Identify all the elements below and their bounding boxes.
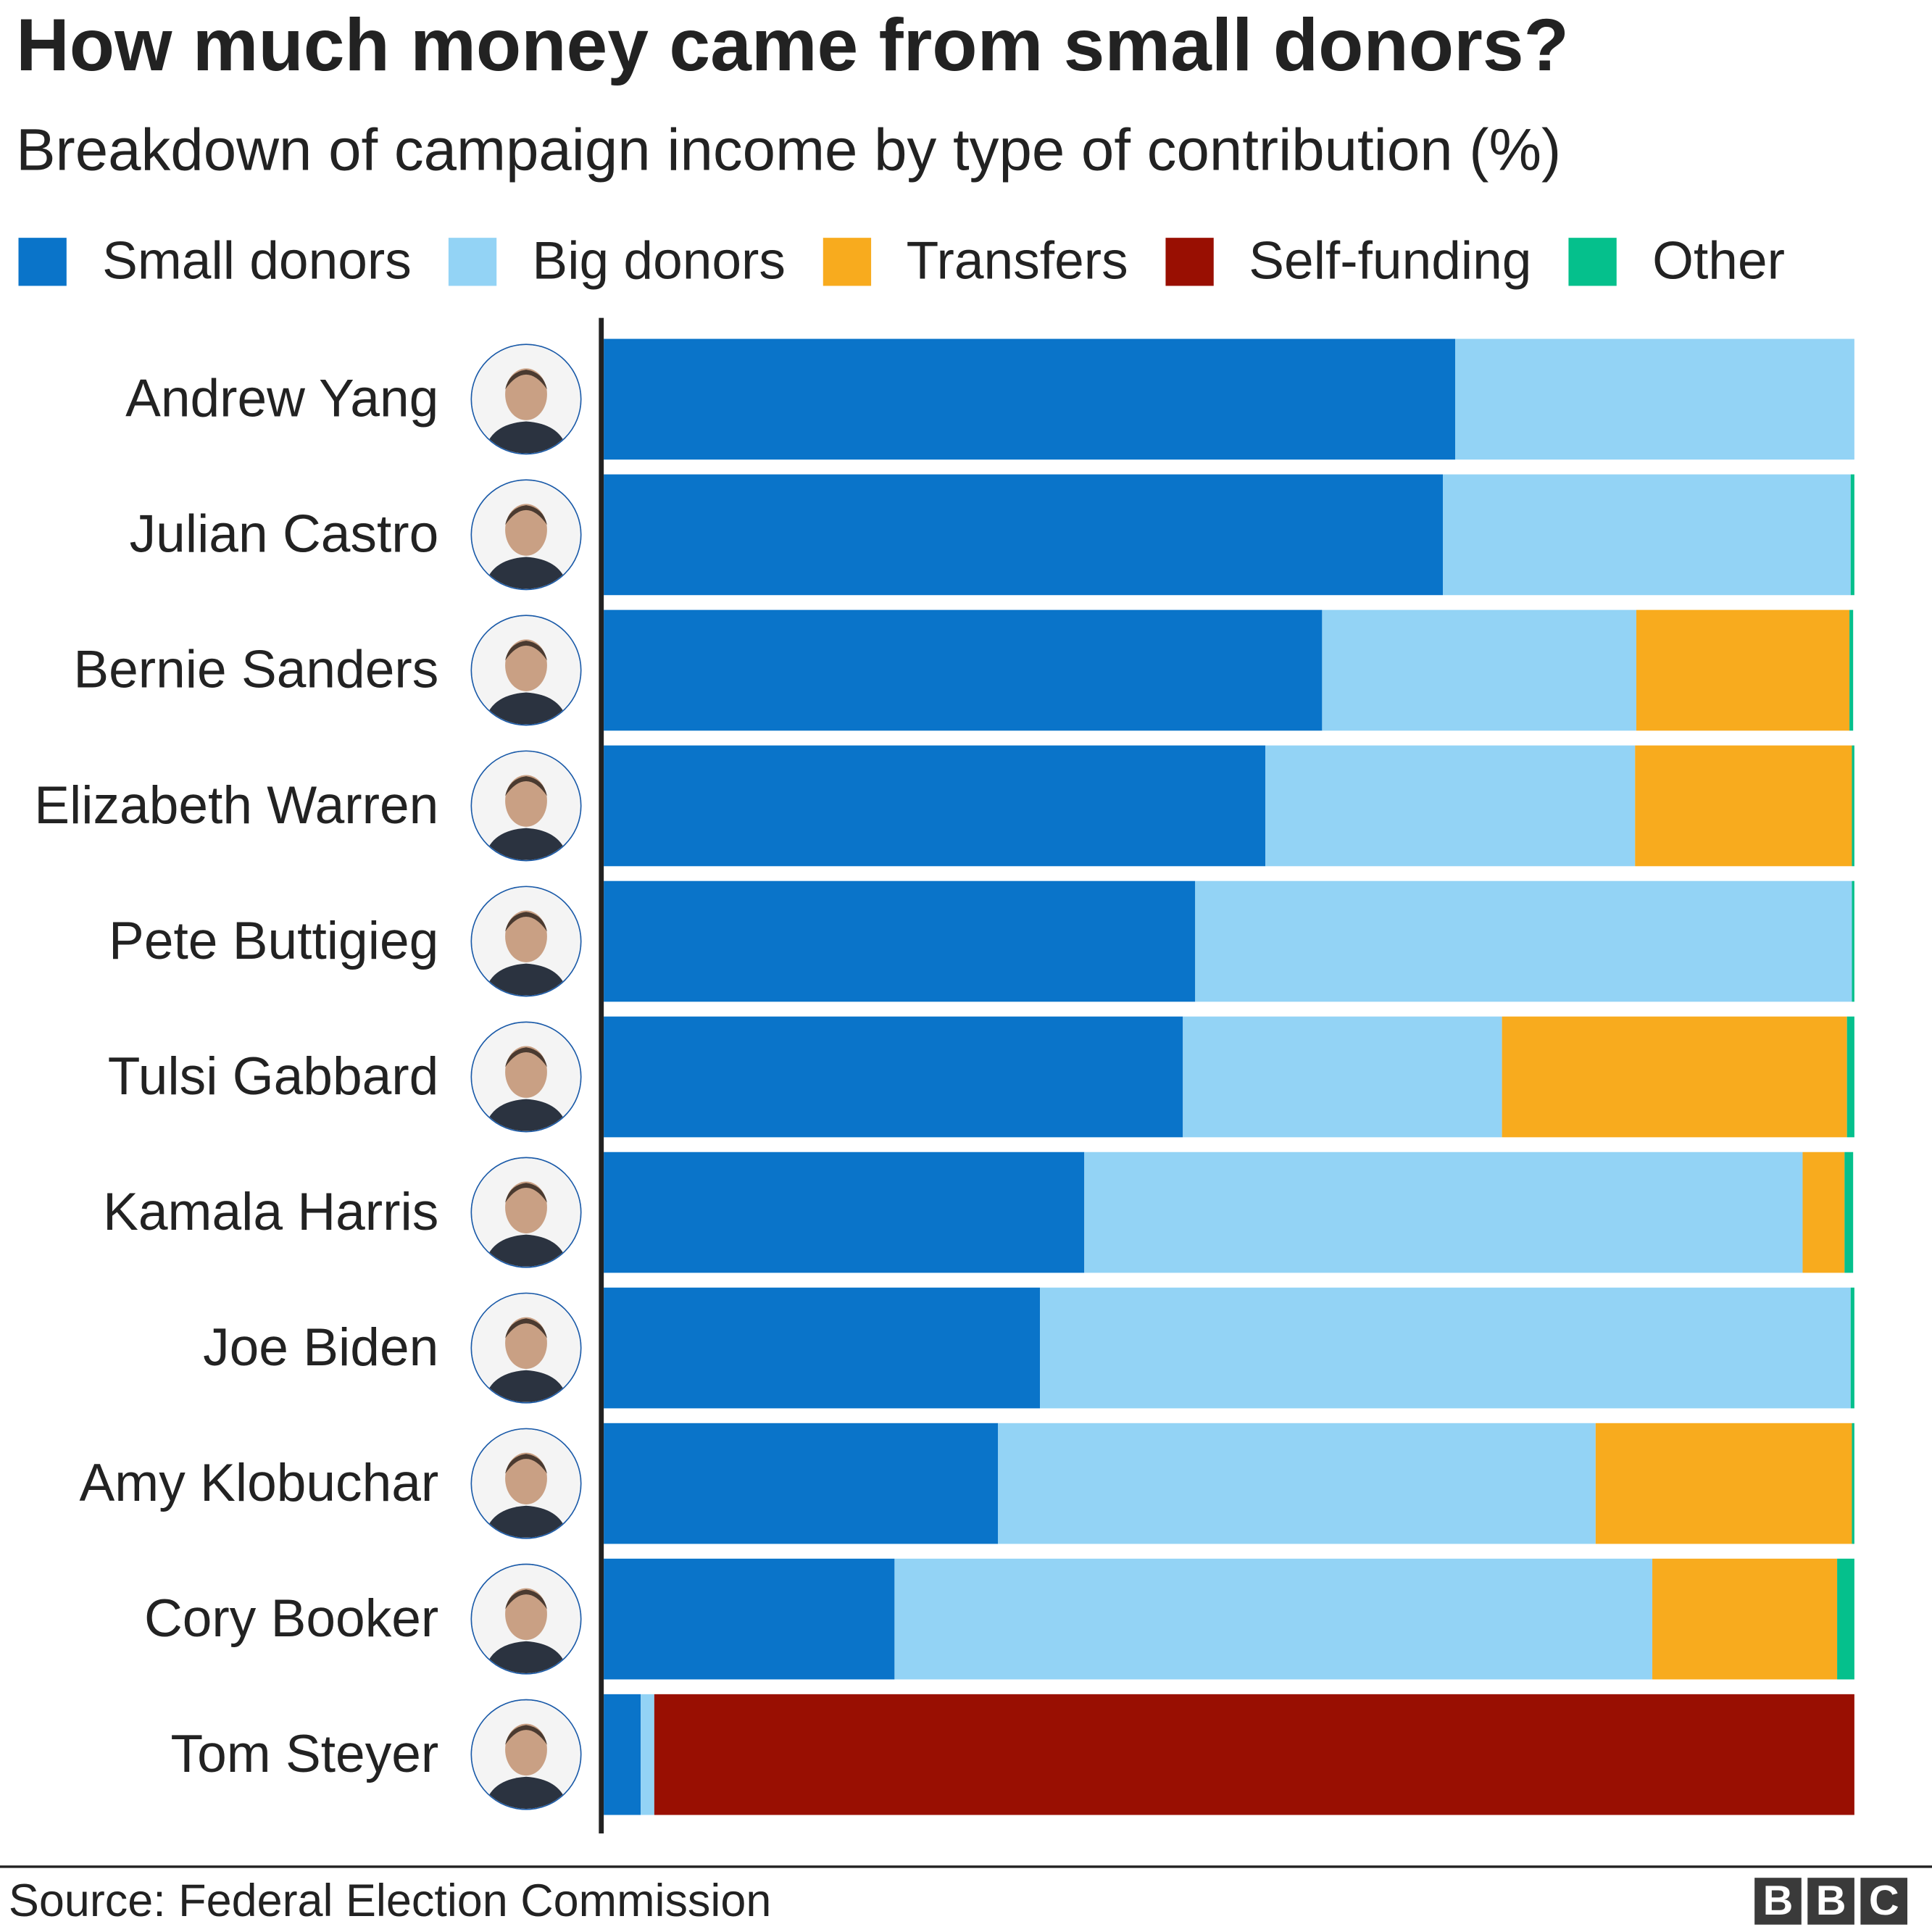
chart-subtitle: Breakdown of campaign income by type of … xyxy=(16,118,1562,184)
bar-segment-other xyxy=(1852,745,1854,867)
stacked-bar xyxy=(604,1152,1854,1273)
bar-segment-other xyxy=(1852,1423,1854,1544)
bar-segment-other xyxy=(1849,609,1854,731)
bar-segment-big-donors xyxy=(997,1423,1596,1544)
bar-segment-other xyxy=(1836,1558,1854,1680)
stacked-bar xyxy=(604,745,1854,867)
bar-segment-big-donors xyxy=(1265,745,1636,867)
bar-segment-other xyxy=(1850,1287,1854,1409)
bar-segment-self-funding xyxy=(654,1694,1854,1815)
bar-segment-big-donors xyxy=(1321,609,1637,731)
stacked-bar xyxy=(604,1287,1854,1409)
legend-item: Transfers xyxy=(822,231,1128,292)
candidate-photo-icon xyxy=(470,1021,582,1133)
chart-title: How much money came from small donors? xyxy=(16,4,1569,87)
legend-label: Self-funding xyxy=(1249,231,1532,291)
bar-segment-transfers xyxy=(1636,609,1849,731)
bar-segment-big-donors xyxy=(641,1694,654,1815)
bar-segment-other xyxy=(1850,474,1854,596)
legend-label: Small donors xyxy=(102,231,412,291)
legend-item: Small donors xyxy=(18,231,412,292)
category-label: Bernie Sanders xyxy=(73,641,439,700)
bar-segment-big-donors xyxy=(1183,1016,1502,1138)
category-label: Joe Biden xyxy=(203,1318,439,1378)
candidate-photo-icon xyxy=(470,1699,582,1810)
bar-segment-other xyxy=(1844,1152,1854,1273)
stacked-bar xyxy=(604,474,1854,596)
bar-segment-transfers xyxy=(1635,745,1852,867)
bar-segment-big-donors xyxy=(1443,474,1851,596)
bar-segment-small-donors xyxy=(604,745,1266,867)
legend-label: Big donors xyxy=(532,231,786,291)
stacked-bar xyxy=(604,338,1854,460)
bar-segment-small-donors xyxy=(604,1152,1084,1273)
bar-segment-transfers xyxy=(1652,1558,1837,1680)
category-label: Elizabeth Warren xyxy=(34,776,439,836)
category-label: Tom Steyer xyxy=(170,1725,439,1784)
bar-segment-small-donors xyxy=(604,609,1322,731)
legend-swatch xyxy=(1568,238,1617,286)
bar-segment-transfers xyxy=(1595,1423,1852,1544)
candidate-photo-icon xyxy=(470,1428,582,1539)
legend-label: Other xyxy=(1652,231,1785,291)
bar-segment-other xyxy=(1846,1016,1854,1138)
bbc-logo-block: B xyxy=(1754,1877,1802,1925)
bar-segment-small-donors xyxy=(604,1016,1183,1138)
bar-segment-small-donors xyxy=(604,1694,641,1815)
legend-item: Big donors xyxy=(448,231,786,292)
bar-segment-big-donors xyxy=(1083,1152,1804,1273)
bbc-logo-block: B xyxy=(1807,1877,1854,1925)
category-label: Andrew Yang xyxy=(125,370,439,429)
bar-segment-small-donors xyxy=(604,1287,1041,1409)
bar-segment-small-donors xyxy=(604,474,1444,596)
legend-label: Transfers xyxy=(906,231,1128,291)
legend-swatch xyxy=(18,238,67,286)
legend: Small donors Big donors Transfers Self-fund… xyxy=(18,231,1822,292)
legend-item: Self-funding xyxy=(1165,231,1532,292)
bbc-logo-block: C xyxy=(1860,1877,1908,1925)
category-label: Amy Klobuchar xyxy=(79,1454,439,1513)
bar-segment-transfers xyxy=(1502,1016,1847,1138)
category-label: Tulsi Gabbard xyxy=(107,1047,439,1107)
stacked-bar xyxy=(604,1558,1854,1680)
category-label: Cory Booker xyxy=(143,1589,439,1649)
source-note: Source: Federal Election Commission xyxy=(8,1875,772,1926)
stacked-bar xyxy=(604,1016,1854,1138)
bar-segment-big-donors xyxy=(1040,1287,1851,1409)
legend-swatch xyxy=(1165,238,1213,286)
legend-item: Other xyxy=(1568,231,1785,292)
bar-segment-transfers xyxy=(1803,1152,1845,1273)
stacked-bar xyxy=(604,1694,1854,1815)
bar-segment-other xyxy=(1852,880,1854,1002)
bar-segment-small-donors xyxy=(604,880,1196,1002)
stacked-bar xyxy=(604,609,1854,731)
candidate-photo-icon xyxy=(470,750,582,862)
candidate-photo-icon xyxy=(470,615,582,726)
bar-segment-big-donors xyxy=(894,1558,1652,1680)
category-label: Kamala Harris xyxy=(103,1183,439,1242)
footer-divider xyxy=(0,1865,1932,1868)
candidate-photo-icon xyxy=(470,479,582,591)
candidate-photo-icon xyxy=(470,1292,582,1404)
stacked-bar xyxy=(604,1423,1854,1544)
candidate-photo-icon xyxy=(470,1157,582,1268)
bar-segment-small-donors xyxy=(604,1558,895,1680)
bar-segment-small-donors xyxy=(604,1423,998,1544)
bar-segment-big-donors xyxy=(1455,338,1854,460)
candidate-photo-icon xyxy=(470,1563,582,1675)
stacked-bar xyxy=(604,880,1854,1002)
y-axis-line xyxy=(599,317,604,1833)
candidate-photo-icon xyxy=(470,343,582,455)
legend-swatch xyxy=(822,238,871,286)
legend-swatch xyxy=(448,238,497,286)
candidate-photo-icon xyxy=(470,886,582,997)
category-label: Pete Buttigieg xyxy=(109,912,439,971)
category-label: Julian Castro xyxy=(129,505,439,565)
bar-segment-big-donors xyxy=(1195,880,1852,1002)
bar-segment-small-donors xyxy=(604,338,1456,460)
